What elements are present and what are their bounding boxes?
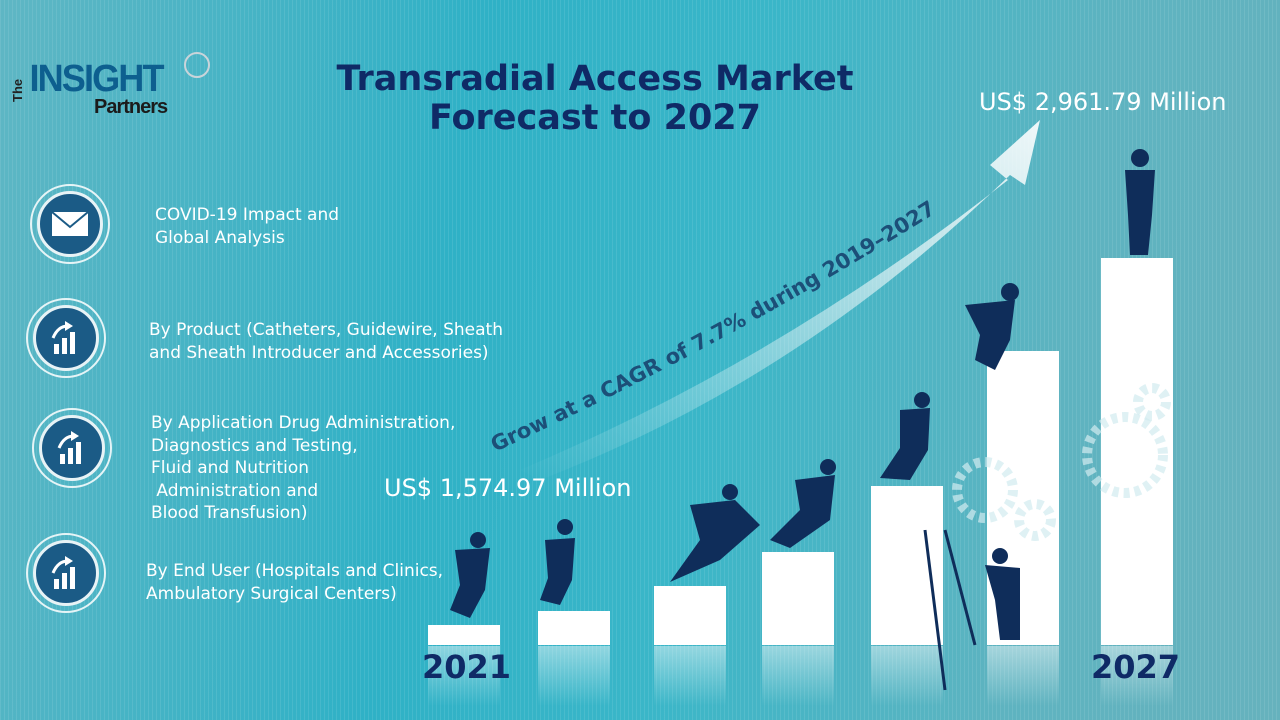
figure-icon (880, 392, 930, 480)
logo-ring-icon (184, 52, 210, 78)
figure-icon (770, 459, 836, 548)
growth-chart-icon (26, 298, 106, 378)
bar (428, 625, 500, 645)
growth-chart-icon (26, 533, 106, 613)
figure-icon (670, 484, 760, 582)
bar (654, 586, 726, 645)
item-text: COVID-19 Impact and Global Analysis (155, 205, 340, 248)
item-text: By End User (Hospitals and Clinics, Ambu… (146, 561, 444, 604)
start-year: 2021 (422, 648, 512, 686)
start-value: US$ 1,574.97 Million (384, 474, 632, 502)
end-value: US$ 2,961.79 Million (979, 88, 1227, 116)
figure-icon (540, 519, 575, 605)
item-text: By Product (Catheters, Guidewire, Sheath… (149, 320, 503, 363)
figure-icon (450, 532, 490, 618)
ladder-icon (923, 529, 977, 691)
envelope-icon (30, 184, 110, 264)
gears-icon (952, 383, 1171, 541)
logo: The INSIGHT Partners (6, 52, 216, 122)
page-title: Transradial Access Market Forecast to 20… (336, 59, 854, 138)
item-text: By Application Drug Administration, Diag… (151, 413, 456, 523)
bar (538, 611, 610, 645)
end-year: 2027 (1091, 648, 1181, 686)
bar (762, 552, 834, 645)
figure-icon (985, 548, 1020, 640)
bar (871, 486, 943, 645)
figure-icon (965, 283, 1019, 370)
figure-icon (1125, 149, 1155, 255)
growth-chart-icon (32, 408, 112, 488)
